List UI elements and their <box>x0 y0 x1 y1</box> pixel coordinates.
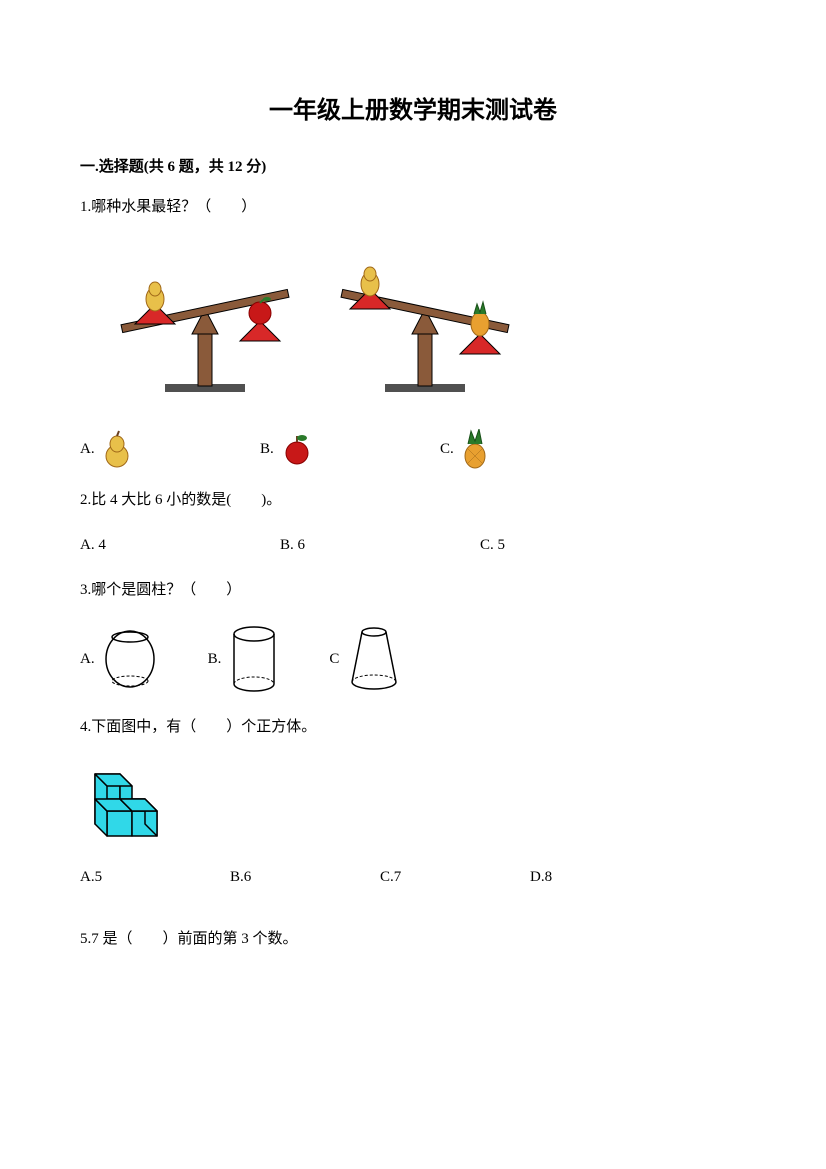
question-4: 4.下面图中，有（ ）个正方体。 <box>80 714 746 891</box>
q3-opt-b: B. <box>208 624 280 694</box>
q1-opt-b: B. <box>260 429 440 469</box>
q3-opt-b-label: B. <box>208 646 222 673</box>
cylinder-shape-icon <box>229 624 279 694</box>
question-3: 3.哪个是圆柱？（ ） A. B. C <box>80 577 746 694</box>
q1-scales <box>110 239 746 399</box>
q2-opt-b: B. 6 <box>280 532 480 559</box>
q1-opt-a: A. <box>80 429 260 469</box>
q1-opt-a-label: A. <box>80 436 95 463</box>
q1-opt-c-label: C. <box>440 436 454 463</box>
question-1: 1.哪种水果最轻？（ ） <box>80 194 746 469</box>
pear-icon <box>103 430 131 468</box>
section-1-header: 一.选择题(共 6 题，共 12 分) <box>80 155 746 176</box>
q4-opt-b: B.6 <box>230 864 380 891</box>
q2-options: A. 4 B. 6 C. 5 <box>80 532 746 559</box>
q3-text: 3.哪个是圆柱？（ ） <box>80 577 746 604</box>
pineapple-icon <box>462 429 488 469</box>
q4-figure <box>80 759 746 839</box>
q3-opt-c-label: C <box>329 646 339 673</box>
q1-opt-b-label: B. <box>260 436 274 463</box>
page-title: 一年级上册数学期末测试卷 <box>80 90 746 125</box>
q1-text: 1.哪种水果最轻？（ ） <box>80 194 746 221</box>
apple-icon <box>282 433 312 465</box>
q1-opt-c: C. <box>440 429 488 469</box>
q5-text: 5.7 是（ ）前面的第 3 个数。 <box>80 926 746 953</box>
q4-opt-c: C.7 <box>380 864 530 891</box>
q4-text: 4.下面图中，有（ ）个正方体。 <box>80 714 746 741</box>
q4-opt-a: A.5 <box>80 864 230 891</box>
q2-opt-a: A. 4 <box>80 532 280 559</box>
q2-text: 2.比 4 大比 6 小的数是( )。 <box>80 487 746 514</box>
question-2: 2.比 4 大比 6 小的数是( )。 A. 4 B. 6 C. 5 <box>80 487 746 559</box>
q2-opt-c: C. 5 <box>480 532 680 559</box>
scale-1-icon <box>110 239 300 399</box>
scale-2-icon <box>330 239 520 399</box>
cone-shape-icon <box>347 624 402 694</box>
q3-opt-a: A. <box>80 627 158 692</box>
q4-opt-d: D.8 <box>530 864 680 891</box>
q3-shapes: A. B. C <box>80 624 746 694</box>
q3-opt-c: C <box>329 624 402 694</box>
q4-options: A.5 B.6 C.7 D.8 <box>80 864 746 891</box>
cubes-icon <box>80 759 170 839</box>
q3-opt-a-label: A. <box>80 646 95 673</box>
sphere-shape-icon <box>103 627 158 692</box>
question-5: 5.7 是（ ）前面的第 3 个数。 <box>80 926 746 953</box>
q1-options: A. B. C. <box>80 429 746 469</box>
